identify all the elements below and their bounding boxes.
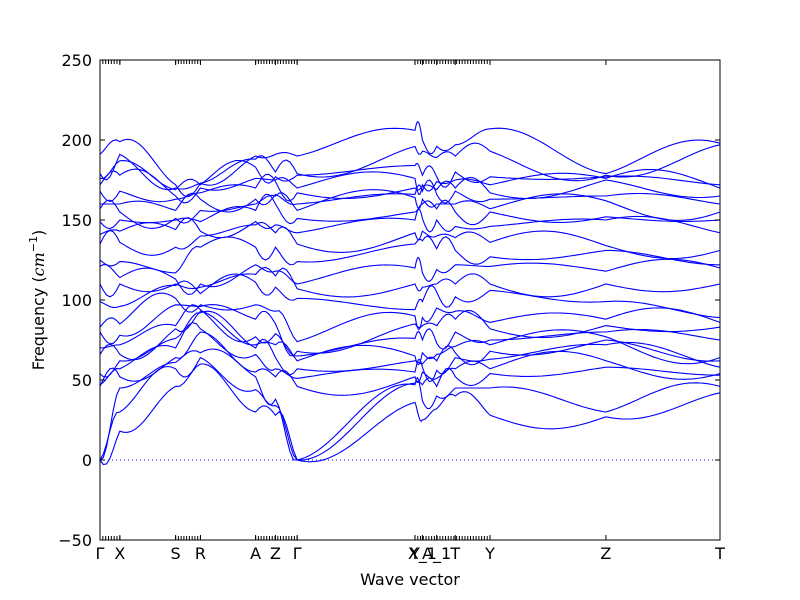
band-line <box>99 235 720 274</box>
x-axis-label: Wave vector <box>360 570 460 589</box>
y-tick-label: 0 <box>82 451 92 470</box>
y-axis-label-text: Frequency ( <box>29 276 48 370</box>
y-axis-label-close: ) <box>29 230 48 236</box>
x-tick-label: S <box>171 544 181 563</box>
y-axis-label-unit: cm <box>29 252 48 276</box>
band-path-minor-ticks <box>99 60 491 540</box>
band-line <box>99 310 721 366</box>
band-line <box>99 363 721 466</box>
x-tick-label: Z <box>600 544 611 563</box>
y-tick-label: 50 <box>72 371 92 390</box>
y-axis-label: Frequency (cm−1) <box>27 230 48 371</box>
x-tick-label: A_1 <box>422 544 451 564</box>
y-tick-label: 250 <box>61 51 92 70</box>
x-tick-label: Γ <box>293 544 302 563</box>
band-line <box>99 273 721 319</box>
x-axis-ticks: Γ X S R A Z Γ YX_1A_1 T Y Z T <box>96 60 725 564</box>
band-line <box>99 142 721 191</box>
x-tick-label: Z <box>270 544 281 563</box>
y-tick-label: 200 <box>61 131 92 150</box>
band-line <box>99 292 721 343</box>
y-axis-label-exponent: −1 <box>27 236 40 252</box>
x-tick-label: Y <box>409 544 420 563</box>
band-lines <box>99 120 721 466</box>
band-line <box>99 120 721 198</box>
band-line <box>99 304 721 357</box>
band-line <box>99 310 721 378</box>
x-tick-label: X_1 <box>408 544 437 564</box>
x-tick-label: T <box>449 544 460 563</box>
band-line <box>99 193 721 230</box>
x-tick-label: A <box>250 544 261 563</box>
y-tick-label: −50 <box>58 531 92 550</box>
band-line <box>99 356 721 461</box>
x-tick-label: R <box>195 544 206 563</box>
band-line <box>99 256 721 295</box>
band-line <box>100 179 721 213</box>
y-axis-ticks: −50 0 50 100 150 200 250 <box>58 51 720 550</box>
x-tick-label: Y <box>484 544 495 563</box>
x-tick-label: X <box>114 544 125 563</box>
band-line <box>99 221 721 260</box>
y-tick-label: 100 <box>61 291 92 310</box>
x-tick-label: Γ <box>96 544 105 563</box>
y-tick-label: 150 <box>61 211 92 230</box>
x-tick-label: T <box>714 544 725 563</box>
band-line <box>99 189 721 229</box>
